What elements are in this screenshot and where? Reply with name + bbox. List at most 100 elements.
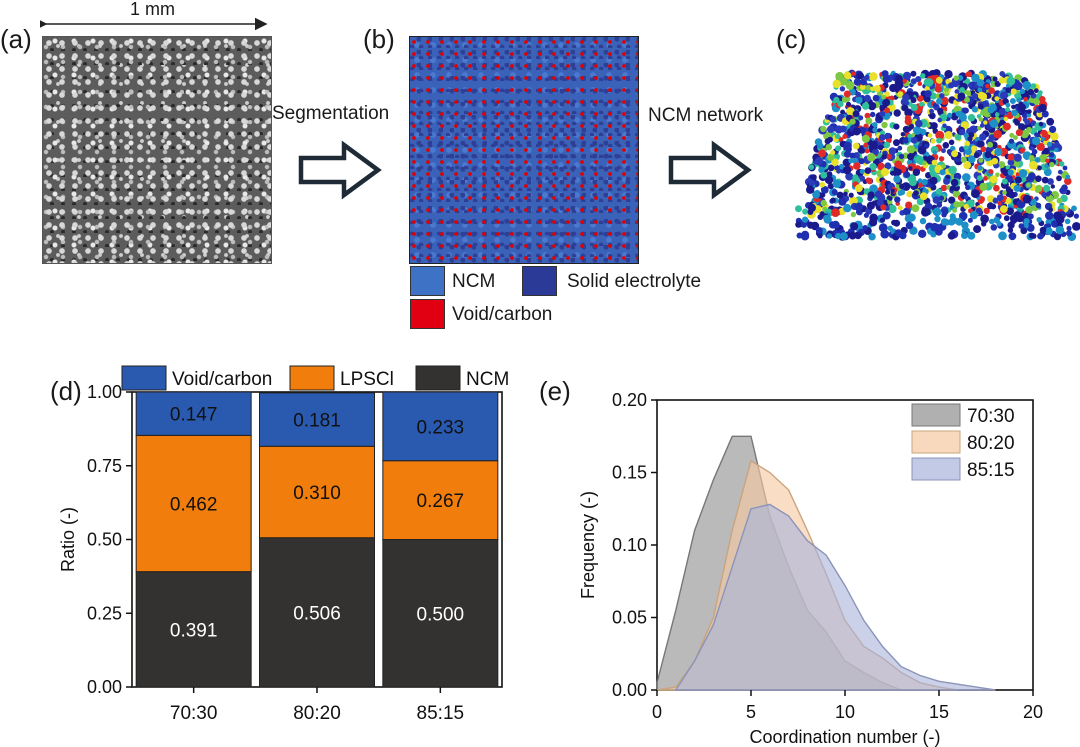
network-particle [807,209,814,216]
network-particle [879,110,886,117]
network-particle [879,217,885,223]
network-particle [895,168,902,176]
y-tick-label: 0.00 [87,677,122,697]
network-particle [959,128,966,136]
panel-e-label: (e) [539,376,571,406]
network-particle [1053,141,1060,148]
network-particle [978,158,984,163]
network-particle [855,184,863,193]
network-particle [851,71,857,76]
network-particle [800,232,810,241]
network-particle [955,217,964,226]
network-particle [964,90,969,95]
network-particle [915,76,922,83]
network-particle [955,134,962,141]
legend-label: 85:15 [967,460,1015,481]
network-particle [971,189,980,199]
network-particle [1047,178,1054,185]
network-particle [827,125,835,133]
network-particle [1007,169,1014,176]
network-particle [905,201,913,209]
network-particle [967,114,976,122]
network-particle [968,132,975,138]
x-tick-label: 10 [835,702,855,722]
network-particle [894,160,902,169]
network-particle [918,102,924,107]
panel-c-label: (c) [776,24,807,54]
network-particle [884,91,890,97]
network-particle [941,163,947,169]
network-particle [830,150,836,155]
network-particle [973,152,980,159]
network-particle [1053,233,1062,241]
network-particle [1001,178,1008,185]
network-particle [932,207,942,217]
network-particle [818,166,825,174]
network-particle [1020,227,1028,235]
network-particle [984,151,992,159]
network-particle [1027,88,1035,96]
network-particle [1050,132,1059,141]
network-particle [977,126,982,131]
network-particle [842,165,852,175]
network-particle [1046,117,1055,126]
network-particle [820,199,827,207]
bar-segment-lpscl [382,460,499,540]
network-particle [1059,161,1065,167]
network-particle [877,162,885,170]
network-particle [823,214,830,222]
network-particle [818,149,827,158]
network-particle [806,185,815,194]
network-particle [973,225,982,234]
network-particle [1018,223,1025,230]
network-particle [881,70,889,78]
network-particle [992,76,998,82]
network-particle [888,196,893,201]
network-particle [958,211,968,221]
network-particle [944,131,953,140]
network-particle [1046,141,1052,147]
y-tick-label: 0.15 [612,463,647,483]
network-particle [980,146,987,153]
network-particle [967,83,973,88]
network-particle [956,119,962,124]
network-particle [1029,146,1034,151]
network-particle [1023,97,1028,102]
network-particle [843,191,848,197]
network-particle [989,119,999,128]
network-particle [1045,211,1054,220]
network-particle [987,106,995,114]
network-particle [802,216,809,223]
network-particle [834,133,841,139]
network-particle [930,222,939,232]
network-particle [917,145,927,155]
network-particle [913,126,922,135]
network-particle [820,186,829,194]
network-particle [929,108,934,114]
network-particle [938,156,945,162]
network-particle [866,178,873,185]
network-particle [928,112,936,120]
y-tick-label: 0.05 [612,608,647,628]
network-particle [824,175,834,185]
network-particle [934,85,942,93]
network-particle [998,231,1007,241]
legend-label: NCM [466,369,509,390]
network-particle [1008,138,1015,144]
network-particle [844,150,852,158]
network-particle [1056,197,1063,204]
network-particle [932,69,941,78]
network-particle [849,118,856,125]
network-particle [906,145,916,154]
bar-segment-lpscl [135,434,252,573]
network-particle [920,128,927,136]
network-particle [882,99,889,107]
network-particle [910,78,917,85]
network-particle [831,189,838,196]
network-particle [995,172,1000,178]
network-particle [1026,112,1032,118]
network-particle [829,115,837,123]
network-particle [877,144,884,151]
network-particle [808,179,816,187]
network-particle [866,201,875,210]
